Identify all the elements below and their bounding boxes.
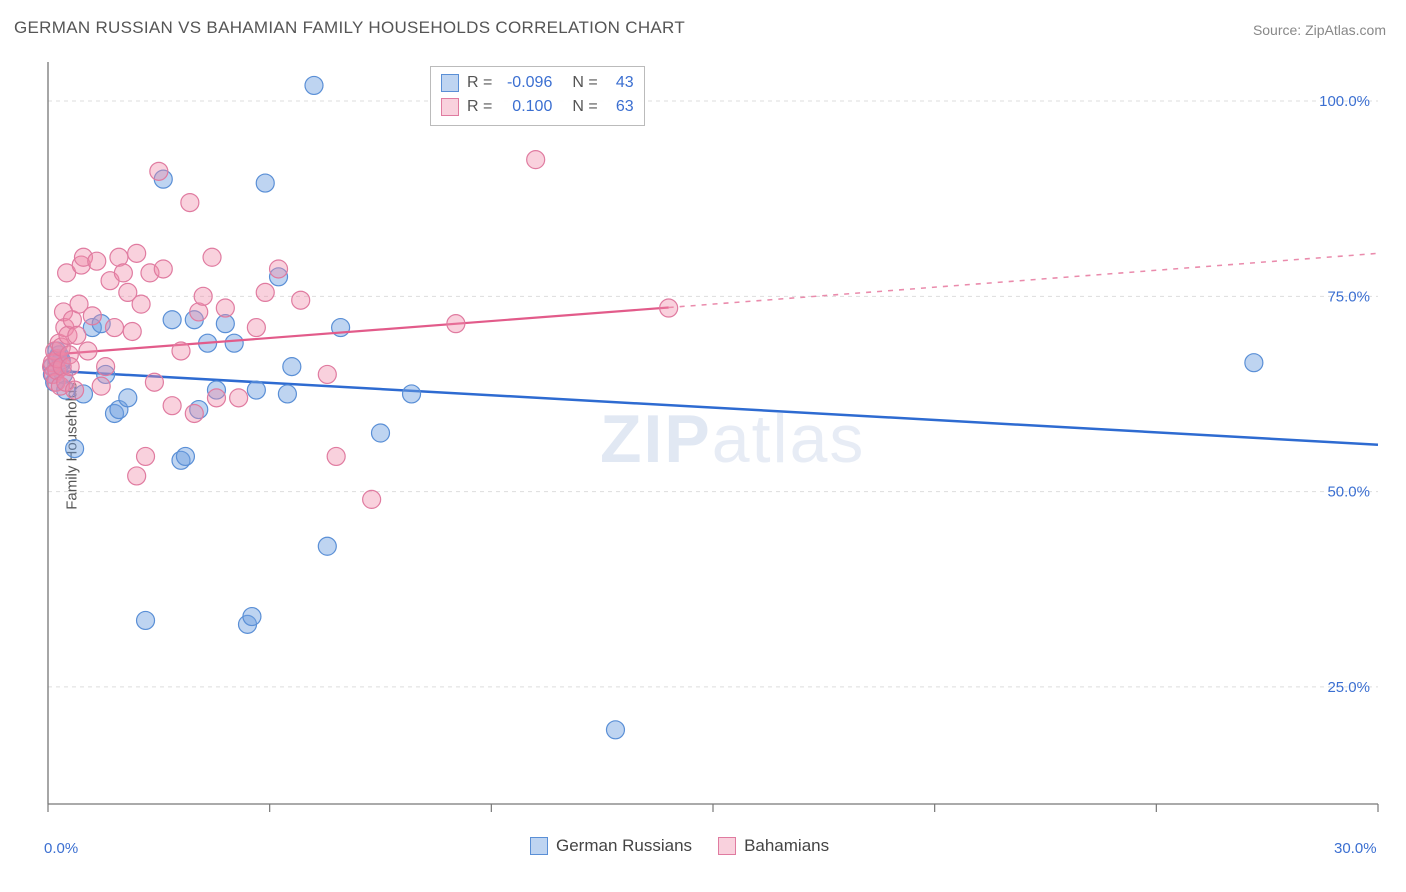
legend-label: German Russians [556, 836, 692, 856]
scatter-chart-svg: 25.0% 50.0% 75.0% 100.0% [0, 0, 1406, 892]
legend-label: Bahamians [744, 836, 829, 856]
bottom-legend: German Russians Bahamians [530, 836, 829, 856]
legend-swatch [718, 837, 736, 855]
x-axis-max-label: 30.0% [1334, 840, 1377, 857]
svg-text:25.0%: 25.0% [1327, 679, 1370, 696]
svg-text:100.0%: 100.0% [1319, 93, 1370, 110]
stat-n-label: N = [572, 74, 597, 92]
legend-item: German Russians [530, 836, 692, 856]
legend-swatch [441, 74, 459, 92]
stats-legend-box: R = -0.096 N = 43 R = 0.100 N = 63 [430, 66, 645, 126]
stat-n-label: N = [572, 98, 597, 116]
stat-r-label: R = [467, 98, 492, 116]
svg-text:50.0%: 50.0% [1327, 484, 1370, 501]
stats-row: R = 0.100 N = 63 [441, 95, 634, 119]
x-axis-min-label: 0.0% [44, 840, 78, 857]
legend-item: Bahamians [718, 836, 829, 856]
chart-container: GERMAN RUSSIAN VS BAHAMIAN FAMILY HOUSEH… [0, 0, 1406, 892]
stat-r-value: -0.096 [500, 74, 552, 92]
stat-r-value: 0.100 [500, 98, 552, 116]
legend-swatch [530, 837, 548, 855]
stat-n-value: 63 [606, 98, 634, 116]
legend-swatch [441, 98, 459, 116]
stats-row: R = -0.096 N = 43 [441, 71, 634, 95]
stat-r-label: R = [467, 74, 492, 92]
svg-text:75.0%: 75.0% [1327, 288, 1370, 305]
stat-n-value: 43 [606, 74, 634, 92]
